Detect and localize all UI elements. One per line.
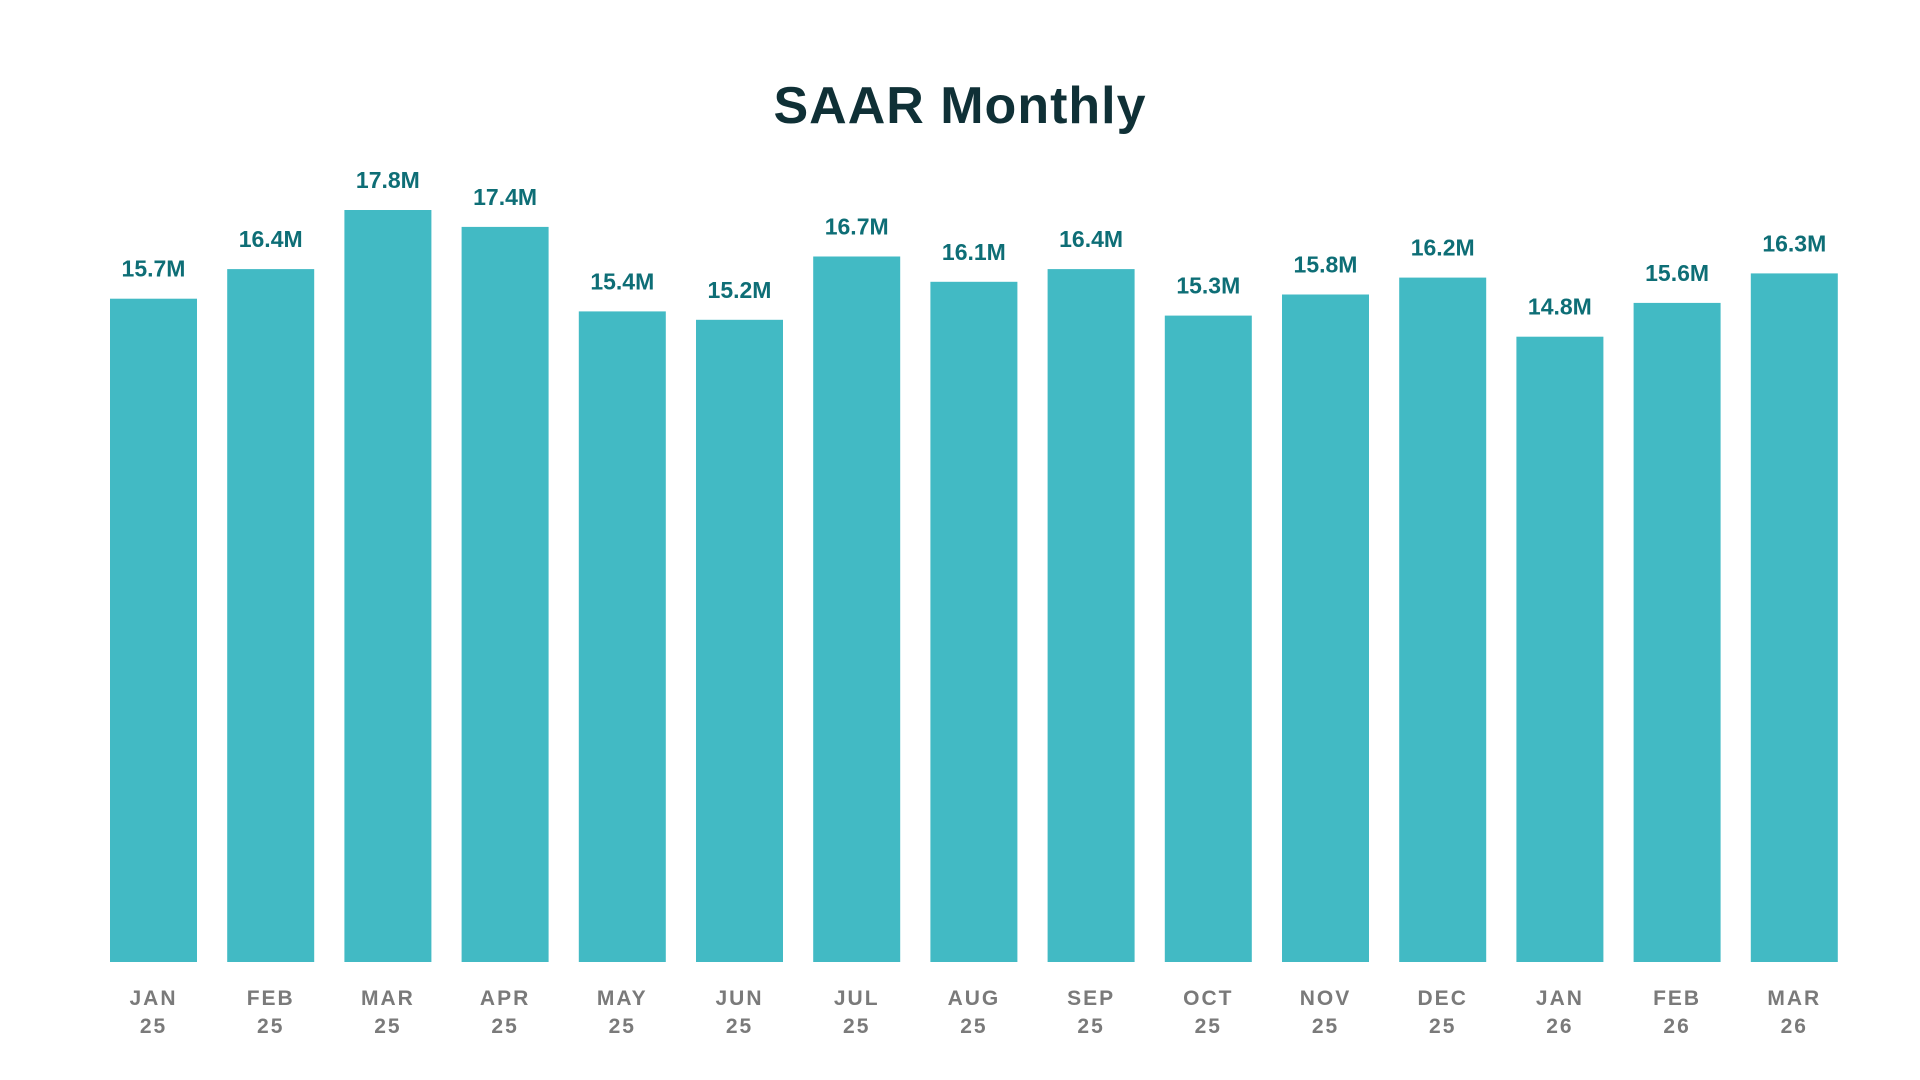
bar-jan-26	[1516, 336, 1604, 962]
x-tick-label: MAR 26	[1767, 987, 1821, 1038]
x-tick-label: JAN 25	[129, 987, 177, 1038]
bar-value-label: 16.2M	[1411, 235, 1475, 261]
bar-jun-25	[696, 319, 783, 962]
bar-value-label: 15.3M	[1176, 273, 1240, 299]
x-tick-month: APR	[480, 987, 530, 1010]
x-tick-label: DEC 25	[1418, 987, 1468, 1038]
x-tick-year: 25	[1195, 1015, 1222, 1038]
x-tick-label: OCT 25	[1183, 987, 1233, 1038]
bar-feb-25	[227, 269, 315, 963]
x-tick-year: 25	[726, 1015, 753, 1038]
x-tick-label: JAN 26	[1536, 987, 1584, 1038]
bar-value-label: 15.2M	[708, 277, 772, 303]
x-tick-month: FEB	[1653, 987, 1701, 1010]
x-tick-label: MAR 25	[361, 987, 415, 1038]
bar-value-label: 16.4M	[239, 226, 303, 252]
x-tick-month: JAN	[1536, 987, 1584, 1010]
x-tick-label: FEB 25	[247, 987, 295, 1038]
x-tick-month: JUL	[834, 987, 880, 1010]
chart-title: SAAR Monthly	[773, 77, 1147, 135]
bar-value-label: 14.8M	[1528, 294, 1592, 320]
x-tick-year: 25	[843, 1015, 870, 1038]
bar-value-label: 15.7M	[122, 256, 186, 282]
x-tick-year: 25	[1429, 1015, 1456, 1038]
x-tick-month: AUG	[948, 987, 1001, 1010]
x-tick-year: 25	[1312, 1015, 1339, 1038]
x-tick-month: MAY	[597, 987, 648, 1010]
bar-mar-26	[1750, 273, 1838, 962]
x-tick-year: 26	[1663, 1015, 1690, 1038]
bar-value-label: 16.3M	[1762, 230, 1826, 256]
bar-feb-26	[1633, 302, 1721, 962]
x-tick-year: 25	[257, 1015, 284, 1038]
bar-value-label: 15.8M	[1294, 252, 1358, 278]
x-tick-year: 25	[491, 1015, 518, 1038]
x-tick-label: MAY 25	[597, 987, 648, 1038]
bar-aug-25	[930, 281, 1018, 962]
x-tick-labels-group: JAN 25 FEB 25 MAR 25 APR 25 MAY 25 JUN 25 JUL 25 AUG 25…	[129, 987, 1821, 1038]
x-tick-month: FEB	[247, 987, 295, 1010]
x-tick-month: JUN	[715, 987, 763, 1010]
bars-group	[110, 210, 1838, 963]
bar-jul-25	[813, 256, 901, 962]
bar-value-label: 17.8M	[356, 167, 420, 193]
bar-value-label: 17.4M	[473, 184, 537, 210]
x-tick-year: 25	[960, 1015, 987, 1038]
bar-may-25	[578, 311, 666, 962]
x-tick-label: AUG 25	[948, 987, 1001, 1038]
x-tick-label: SEP 25	[1067, 987, 1115, 1038]
bar-oct-25	[1164, 315, 1252, 963]
x-tick-month: JAN	[129, 987, 177, 1010]
x-tick-year: 25	[609, 1015, 636, 1038]
x-tick-label: FEB 26	[1653, 987, 1701, 1038]
bar-value-label: 16.1M	[942, 239, 1006, 265]
bar-mar-25	[344, 210, 432, 962]
bar-dec-25	[1399, 277, 1487, 963]
bar-value-label: 16.7M	[825, 214, 889, 240]
x-tick-year: 26	[1546, 1015, 1573, 1038]
bar-nov-25	[1282, 294, 1369, 962]
x-tick-year: 25	[374, 1015, 401, 1038]
x-tick-label: JUN 25	[715, 987, 763, 1038]
x-tick-month: NOV	[1300, 987, 1352, 1010]
bar-apr-25	[461, 226, 549, 962]
bar-sep-25	[1047, 269, 1135, 963]
x-tick-month: MAR	[1767, 987, 1821, 1010]
x-tick-month: OCT	[1183, 987, 1233, 1010]
x-tick-month: SEP	[1067, 987, 1115, 1010]
x-tick-year: 25	[1077, 1015, 1104, 1038]
bar-value-label: 15.6M	[1645, 260, 1709, 286]
x-tick-year: 25	[140, 1015, 167, 1038]
x-tick-year: 26	[1781, 1015, 1808, 1038]
bar-jan-25	[110, 298, 197, 962]
x-tick-month: MAR	[361, 987, 415, 1010]
x-tick-label: APR 25	[480, 987, 530, 1038]
x-tick-label: NOV 25	[1300, 987, 1352, 1038]
x-tick-month: DEC	[1418, 987, 1468, 1010]
bar-value-label: 15.4M	[590, 268, 654, 294]
bar-value-label: 16.4M	[1059, 226, 1123, 252]
x-tick-label: JUL 25	[834, 987, 880, 1038]
value-labels-group: 15.7M 16.4M 17.8M 17.4M 15.4M 15.2M 16.7M 16.1M…	[122, 167, 1827, 320]
